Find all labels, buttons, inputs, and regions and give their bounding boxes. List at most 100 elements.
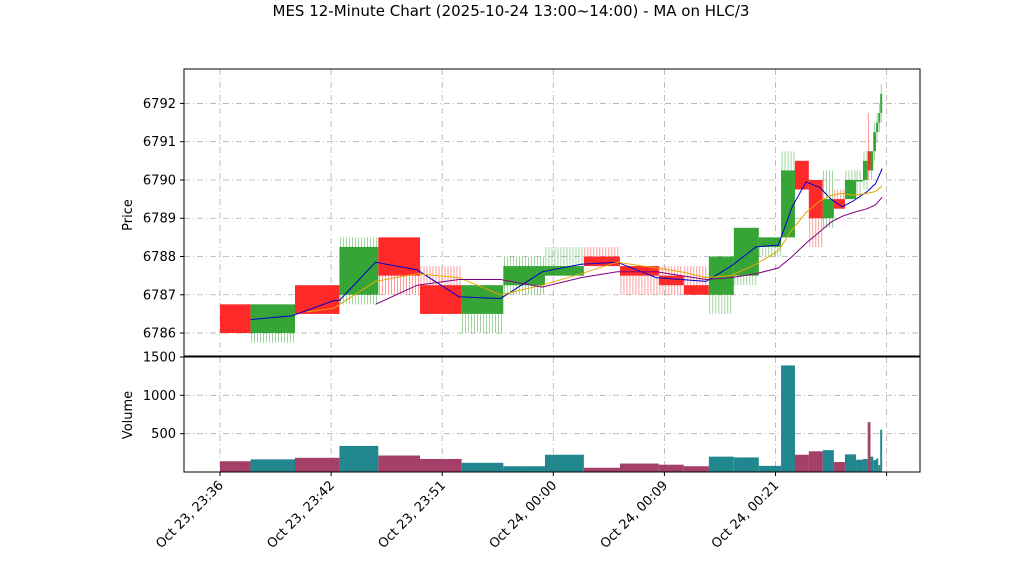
volume-bar — [220, 461, 251, 472]
price-tick-label: 6792 — [143, 97, 176, 112]
candle-body — [339, 246, 379, 295]
x-tick-label: Oct 23, 23:36 — [153, 478, 226, 551]
candle — [339, 237, 379, 305]
volume-bar — [822, 450, 834, 472]
x-tick-label: Oct 23, 23:42 — [264, 478, 337, 551]
volume-bar — [867, 422, 871, 472]
volume-bar — [461, 462, 504, 472]
volume-y-ticks: 500 1000 1500 — [143, 351, 184, 442]
x-tick-label: Oct 24, 00:21 — [709, 478, 782, 551]
candle — [867, 113, 871, 180]
candle — [878, 103, 881, 133]
price-panel: 6786 6787 6788 6789 6790 6791 6792 Price — [121, 68, 921, 357]
candle-body — [870, 151, 874, 171]
volume-bar — [878, 465, 881, 472]
candle-body — [794, 160, 809, 190]
chart-title: MES 12-Minute Chart (2025-10-24 13:00~14… — [273, 2, 750, 20]
candle — [880, 84, 883, 123]
volume-bar — [544, 454, 584, 472]
volume-bar — [856, 459, 863, 472]
volume-bar — [419, 458, 462, 472]
volume-tick-label: 1500 — [143, 351, 176, 366]
price-tick-label: 6789 — [143, 212, 176, 227]
volume-bar — [683, 466, 709, 472]
volume-panel-border — [183, 356, 921, 473]
candle-body — [856, 179, 863, 182]
candle-body — [544, 266, 584, 276]
volume-bar — [758, 465, 782, 472]
volume-bar — [619, 463, 659, 472]
candle-body — [419, 285, 462, 314]
volume-bar — [583, 467, 620, 472]
volume-bar — [844, 454, 857, 472]
candle-body — [503, 266, 545, 286]
price-panel-border — [183, 68, 921, 357]
volume-bar — [708, 456, 734, 472]
candle-body — [294, 285, 340, 314]
volume-panel: 500 1000 1500 Volume — [121, 351, 921, 473]
volume-bar — [862, 458, 868, 472]
volume-bar — [733, 457, 759, 472]
candle — [503, 256, 545, 295]
candle-body — [873, 132, 877, 152]
candle-body — [683, 285, 709, 295]
candle-body — [867, 151, 871, 171]
candle — [794, 160, 809, 190]
candle — [873, 122, 877, 161]
candle-body — [781, 170, 795, 238]
candle — [461, 285, 504, 334]
volume-bar — [876, 458, 879, 472]
candle-body — [658, 275, 684, 286]
volume-bar — [378, 455, 420, 472]
candle — [419, 266, 462, 314]
volume-bar — [870, 456, 874, 472]
volume-bar — [781, 365, 795, 472]
candle — [294, 285, 340, 314]
candle-body — [844, 179, 857, 200]
candle-body — [822, 199, 834, 219]
volume-bar — [339, 445, 379, 472]
x-tick-label: Oct 24, 00:00 — [487, 478, 560, 551]
candle — [808, 179, 823, 247]
candle — [862, 151, 868, 190]
candle-body — [461, 285, 504, 314]
volume-bar — [250, 459, 295, 472]
volume-tick-label: 1000 — [143, 389, 176, 404]
candle-body — [880, 93, 883, 114]
volume-bar — [794, 454, 809, 472]
price-bars — [220, 84, 883, 343]
candle-body — [808, 179, 823, 219]
volume-bar — [294, 457, 340, 472]
volume-bar — [503, 466, 545, 472]
ma-line — [250, 168, 883, 321]
volume-tick-label: 500 — [151, 427, 176, 442]
candle-body — [833, 199, 845, 209]
candle — [220, 304, 251, 334]
candle-body — [876, 122, 879, 133]
candle — [870, 151, 874, 180]
volume-bars — [220, 365, 883, 472]
x-tick-label: Oct 23, 23:51 — [376, 478, 449, 551]
volume-bar — [808, 451, 823, 472]
candle-body — [733, 227, 759, 276]
price-tick-label: 6786 — [143, 327, 176, 342]
x-ticks: Oct 23, 23:36 Oct 23, 23:42 Oct 23, 23:51 O… — [153, 472, 888, 552]
volume-bar — [873, 460, 877, 472]
ma-lines — [250, 168, 883, 321]
candle-body — [220, 304, 251, 334]
price-tick-label: 6790 — [143, 173, 176, 188]
price-tick-label: 6788 — [143, 250, 176, 265]
price-tick-label: 6787 — [143, 288, 176, 303]
ma-line — [306, 185, 883, 313]
candle-body — [378, 237, 420, 276]
candle-body — [583, 256, 620, 267]
candle-body — [878, 113, 881, 123]
volume-bar — [880, 429, 883, 472]
price-y-label: Price — [121, 199, 136, 231]
candle — [378, 237, 420, 295]
ma-line — [375, 196, 883, 305]
candle — [876, 113, 879, 142]
volume-bar — [833, 462, 845, 472]
volume-y-label: Volume — [121, 391, 136, 439]
